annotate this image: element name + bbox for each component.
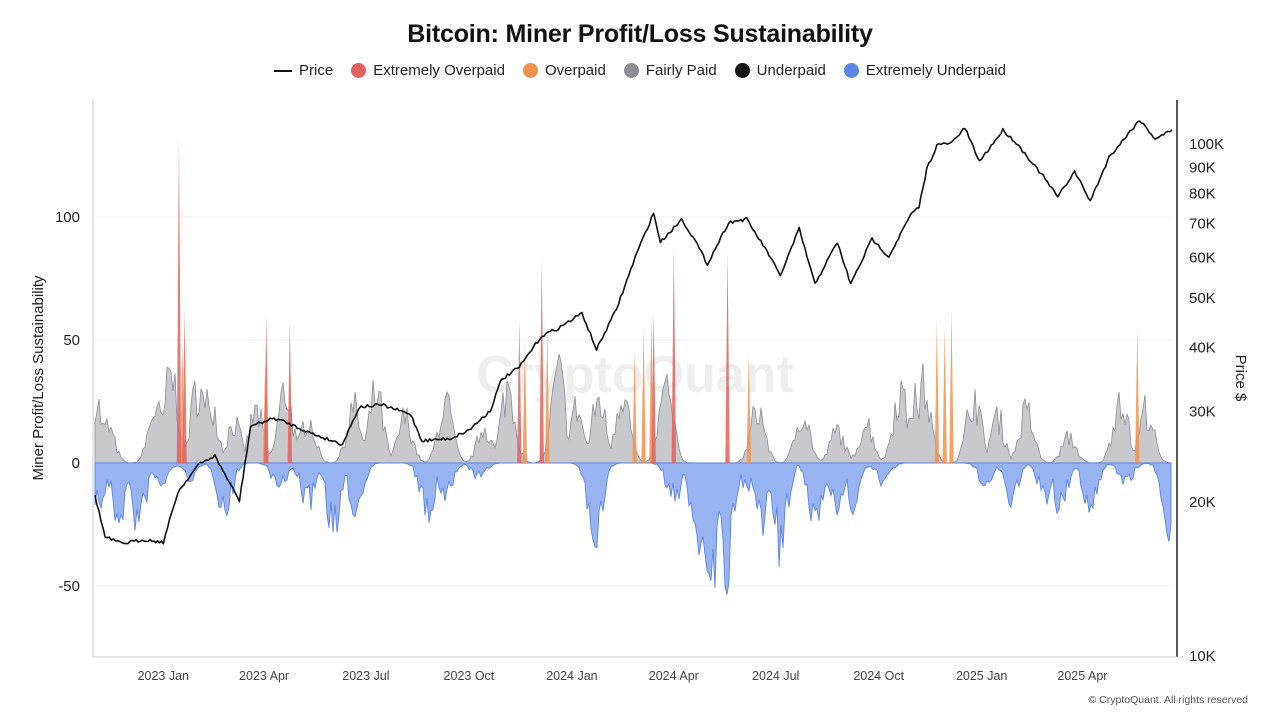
copyright-footer: © CryptoQuant. All rights reserved <box>1088 694 1248 706</box>
legend-label-fairly-paid: Fairly Paid <box>645 62 717 79</box>
extremely-overpaid-spike <box>182 310 187 463</box>
y2-tick-label: 100K <box>1189 136 1224 153</box>
overpaid-spike <box>1135 327 1140 463</box>
extremely-overpaid-spike <box>671 246 677 463</box>
legend-line-swatch <box>274 69 293 72</box>
price-line-group <box>94 120 1173 545</box>
legend-dot-overpaid <box>522 63 538 78</box>
legend-dot-extremely-underpaid <box>843 63 859 78</box>
overpaid-spikes <box>176 138 1140 463</box>
x-tick-label: 2024 Apr <box>649 669 699 683</box>
legend-item-extremely-overpaid[interactable]: Extremely Overpaid <box>351 62 505 79</box>
legend-item-fairly-paid[interactable]: Fairly Paid <box>623 62 717 79</box>
legend-dot-extremely-overpaid <box>351 63 367 78</box>
x-tick-label: 2024 Jan <box>546 669 597 683</box>
left-axis-ticks: 100 50 0 -50 <box>55 209 80 595</box>
y-tick-label: -50 <box>58 578 80 595</box>
extremely-overpaid-spike <box>651 310 656 463</box>
x-tick-label: 2025 Jan <box>956 669 1007 683</box>
legend-label-overpaid: Overpaid <box>544 62 606 79</box>
extremely-overpaid-spike <box>176 138 182 463</box>
x-tick-label: 2024 Oct <box>853 669 904 683</box>
legend-item-extremely-underpaid[interactable]: Extremely Underpaid <box>843 62 1006 79</box>
y2-tick-label: 70K <box>1189 215 1216 232</box>
extremely-underpaid-area <box>94 462 1172 595</box>
x-tick-label: 2023 Jan <box>138 669 189 683</box>
chart-title: Bitcoin: Miner Profit/Loss Sustainabilit… <box>407 20 873 48</box>
legend-item-overpaid[interactable]: Overpaid <box>522 62 606 79</box>
overpaid-spike <box>949 310 954 463</box>
y2-tick-label: 80K <box>1189 186 1216 203</box>
y2-tick-label: 10K <box>1189 648 1216 665</box>
legend-dot-underpaid <box>734 63 750 78</box>
legend-label-extremely-overpaid: Extremely Overpaid <box>373 62 505 79</box>
y2-tick-label: 40K <box>1189 340 1216 357</box>
y2-tick-label: 30K <box>1189 404 1216 421</box>
extremely-overpaid-spike <box>287 320 293 463</box>
y-tick-label: 100 <box>55 209 80 226</box>
legend-item-price[interactable]: Price <box>274 62 333 79</box>
overpaid-spike <box>746 354 752 463</box>
overpaid-spike <box>632 349 637 463</box>
legend-label-price: Price <box>299 62 334 79</box>
x-tick-label: 2023 Oct <box>444 669 495 683</box>
y-tick-label: 0 <box>72 455 80 472</box>
overpaid-spike <box>545 327 550 463</box>
legend-label-extremely-underpaid: Extremely Underpaid <box>865 62 1006 79</box>
extremely-overpaid-spike <box>725 251 730 463</box>
y2-axis-title: Price $ <box>1232 355 1249 402</box>
overpaid-spike <box>934 320 940 463</box>
legend-dot-fairly-paid <box>623 63 639 78</box>
x-tick-label: 2024 Jul <box>752 669 799 683</box>
overpaid-spike <box>942 327 947 463</box>
x-axis-ticks: 2023 Jan 2023 Apr 2023 Jul 2023 Oct 2024 Jan… <box>138 669 1108 683</box>
y-tick-label: 50 <box>63 332 80 349</box>
y2-tick-label: 20K <box>1189 494 1216 511</box>
extremely-overpaid-spike <box>264 315 269 463</box>
y-axis-title: Miner Profit/Loss Sustainability <box>30 275 47 481</box>
y2-tick-label: 60K <box>1189 250 1216 267</box>
legend-label-underpaid: Underpaid <box>756 62 826 79</box>
overpaid-spike <box>522 340 528 463</box>
x-tick-label: 2023 Apr <box>239 669 289 683</box>
extremely-overpaid-spike <box>517 320 522 463</box>
extremely-overpaid-spike <box>539 258 544 463</box>
x-tick-label: 2025 Apr <box>1057 669 1107 683</box>
price-line <box>94 120 1173 545</box>
y2-tick-label: 50K <box>1189 290 1216 307</box>
right-axis-ticks: 100K 90K 80K 70K 60K 50K 40K 30K 20K 10K <box>1189 136 1224 665</box>
legend-item-underpaid[interactable]: Underpaid <box>734 62 826 79</box>
y2-tick-label: 90K <box>1189 159 1216 176</box>
x-tick-label: 2023 Jul <box>342 669 389 683</box>
chart-legend: Price Extremely Overpaid Overpaid Fairly… <box>0 62 1280 79</box>
overpaid-spike <box>641 327 646 463</box>
